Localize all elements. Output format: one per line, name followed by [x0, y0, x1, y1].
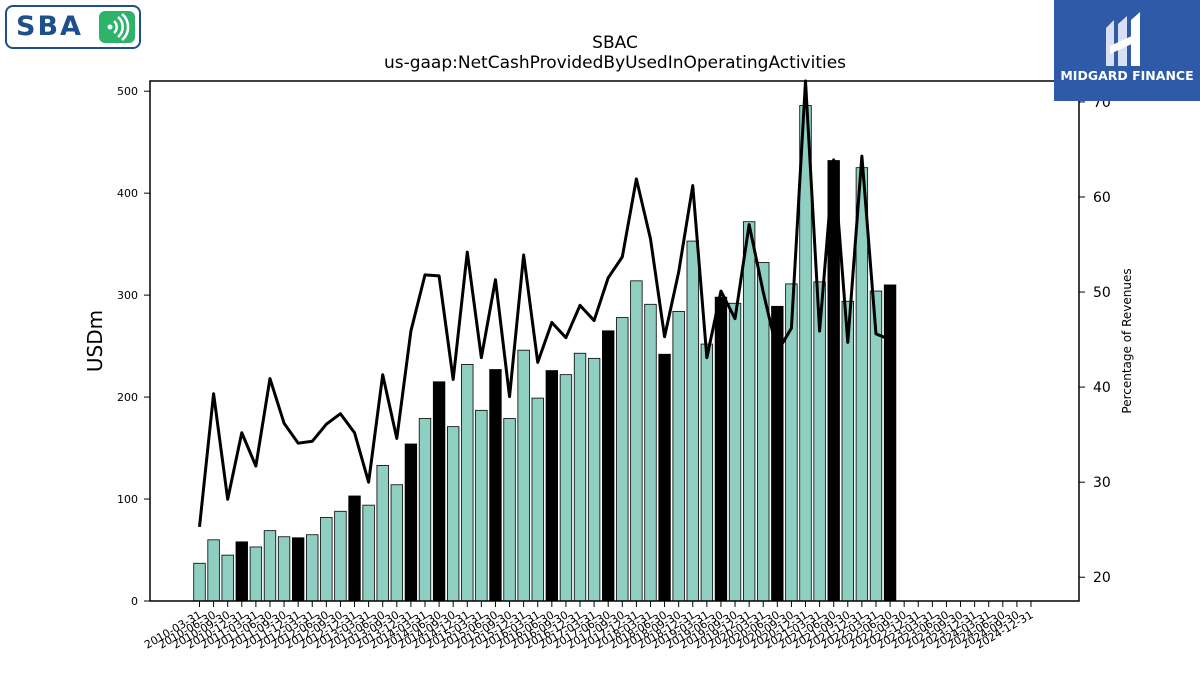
bar [489, 369, 502, 602]
bar [291, 537, 305, 602]
bar [630, 280, 643, 602]
bar [658, 353, 671, 602]
sba-logo-text: SBA [16, 11, 83, 42]
line-series [198, 79, 891, 528]
chart-subtitle: us-gaap:NetCashProvidedByUsedInOperating… [384, 53, 846, 73]
bar [235, 541, 248, 602]
bar [644, 303, 657, 602]
y2-axis-label: Percentage of Revenues [1120, 268, 1134, 413]
midgard-logo-text: MIDGARD FINANCE [1060, 68, 1194, 83]
bar [404, 443, 418, 602]
plot-frame [149, 80, 1080, 602]
bar [714, 296, 728, 602]
y2-tick-label: 20 [1093, 570, 1111, 586]
bar [475, 409, 488, 602]
bar [559, 374, 573, 602]
bar [334, 510, 347, 602]
percentage-line [198, 79, 891, 528]
bar [700, 343, 714, 602]
bar [207, 539, 220, 602]
bar [587, 357, 601, 602]
y-tick-label: 100 [117, 493, 138, 506]
axes: 01002003004005002030405060702010-03-3120… [117, 80, 1111, 652]
bar [503, 418, 516, 602]
bar [728, 302, 742, 602]
y2-tick-label: 30 [1093, 475, 1111, 491]
bar [742, 221, 756, 602]
bar [193, 562, 206, 602]
y2-tick-label: 60 [1093, 190, 1111, 206]
bar [869, 290, 883, 602]
bar [686, 240, 699, 602]
bar [418, 418, 432, 602]
bar-series [193, 105, 897, 602]
y2-tick-label: 40 [1093, 380, 1111, 396]
bar [573, 352, 587, 602]
bar [883, 284, 897, 602]
y-axis-label: USDm [83, 310, 107, 372]
y-tick-label: 200 [117, 391, 138, 404]
chart-title: SBAC [592, 33, 638, 53]
bar [855, 167, 869, 602]
bar [376, 464, 389, 602]
bar [545, 370, 559, 602]
sba-logo: SBA [5, 5, 141, 49]
bar [432, 381, 446, 602]
bar [531, 397, 544, 602]
y-tick-label: 400 [117, 187, 138, 200]
y-tick-label: 300 [117, 289, 138, 302]
bar [277, 536, 291, 602]
midgard-finance-logo: MIDGARD FINANCE [1054, 0, 1200, 101]
bar [390, 484, 403, 602]
bar [616, 317, 629, 602]
y-tick-label: 500 [117, 85, 138, 98]
midgard-mark-icon [1106, 12, 1140, 66]
bar [348, 495, 361, 602]
bar [602, 330, 615, 602]
bar [263, 530, 277, 602]
bar [672, 311, 685, 602]
bar [221, 554, 234, 602]
bar [446, 426, 460, 602]
bar [306, 534, 319, 602]
bar [517, 349, 530, 602]
wireless-signal-icon [99, 11, 135, 43]
y-tick-label: 0 [131, 595, 138, 608]
bar [785, 283, 798, 602]
bar [799, 105, 812, 602]
bar [461, 364, 474, 602]
bar [249, 546, 263, 602]
bar [362, 504, 375, 602]
bar [320, 516, 333, 602]
bar [841, 300, 854, 602]
y2-tick-label: 50 [1093, 285, 1111, 301]
